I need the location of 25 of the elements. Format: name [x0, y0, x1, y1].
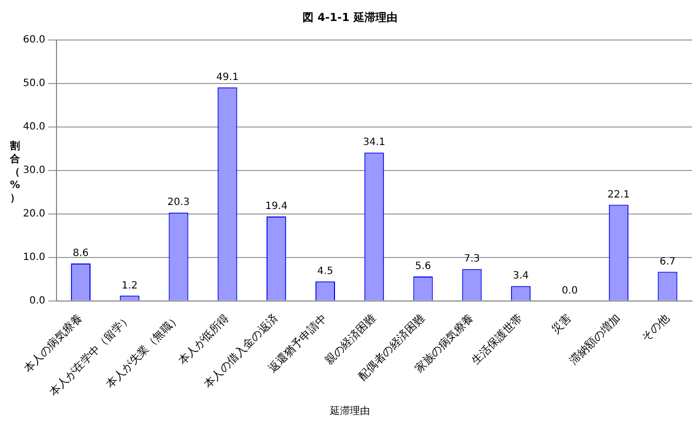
y-tick-label: 10.0: [23, 252, 46, 263]
data-label: 6.7: [660, 256, 676, 268]
data-label: 8.6: [72, 248, 89, 260]
y-tick-label: 40.0: [23, 122, 46, 133]
data-label: 0.0: [562, 285, 578, 296]
data-label: 49.1: [216, 72, 239, 83]
data-label: 22.1: [608, 189, 630, 200]
y-tick-label: 30.0: [23, 165, 46, 176]
y-tick-label: 60.0: [23, 34, 46, 46]
data-label: 34.1: [363, 137, 386, 148]
data-label: 4.5: [317, 266, 334, 277]
data-label: 3.4: [512, 270, 529, 282]
x-tick-label: 災害: [549, 312, 574, 336]
y-axis-title: 割合（%）: [8, 140, 22, 205]
y-tick-label: 0.0: [29, 295, 46, 306]
chart-title: 図 4-1-1 延滞理由: [302, 10, 398, 25]
y-tick-label: 50.0: [23, 78, 46, 90]
y-tick-label: 20.0: [23, 208, 46, 220]
x-axis-title: 延滞理由: [329, 404, 371, 418]
data-label: 20.3: [167, 197, 190, 208]
data-label: 19.4: [265, 201, 288, 212]
data-label: 7.3: [464, 254, 480, 265]
data-label: 5.6: [415, 261, 431, 272]
data-label: 1.2: [122, 280, 138, 292]
x-tick-label: その他: [639, 312, 672, 344]
